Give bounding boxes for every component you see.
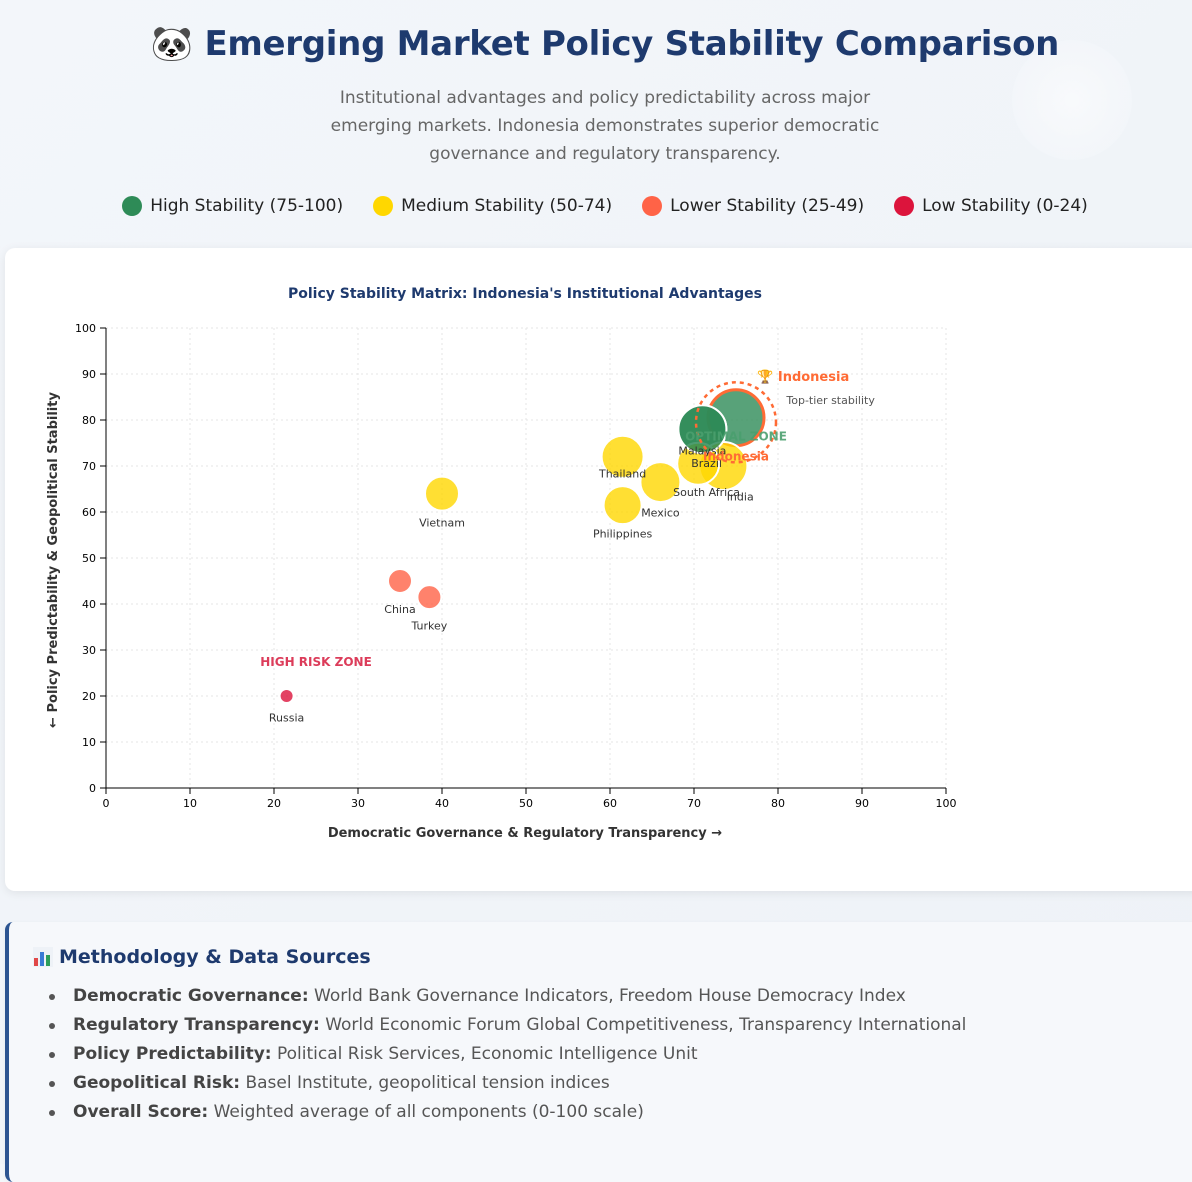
x-tick-label: 10 [183, 797, 197, 810]
list-item-term: Geopolitical Risk: [73, 1073, 241, 1093]
x-tick-label: 0 [103, 797, 110, 810]
list-item-term: Policy Predictability: [73, 1044, 272, 1064]
legend-swatch-high [122, 196, 143, 216]
list-item-text: Weighted average of all components (0-10… [208, 1102, 644, 1122]
legend-swatch-lower [642, 196, 663, 216]
data-point-south-africa [639, 461, 682, 504]
optimal-zone-label: OPTIMAL ZONE [685, 430, 787, 444]
annotations: 🏆 Indonesia Top-tier stability OPTIMAL ZON… [260, 369, 875, 669]
x-tick-label: 100 [936, 797, 957, 810]
data-label-vietnam: Vietnam [419, 517, 465, 530]
data-point-russia [278, 688, 295, 704]
y-tick-label: 30 [82, 644, 96, 657]
data-label-philippines: Philippines [593, 527, 653, 540]
y-tick-label: 0 [89, 782, 96, 795]
indonesia-highlight-ring [694, 381, 778, 464]
x-tick-label: 60 [603, 797, 617, 810]
data-point-turkey [416, 584, 443, 611]
indonesia-callout: 🏆 Indonesia [757, 369, 849, 385]
legend-item-medium: Medium Stability (50-74) [373, 196, 612, 216]
legend-swatch-low [894, 196, 915, 216]
methodology-title: Methodology & Data Sources [59, 946, 371, 968]
list-item-text: Political Risk Services, Economic Intell… [271, 1044, 698, 1064]
data-label-thailand: Thailand [598, 468, 646, 481]
y-tick-label: 50 [82, 552, 96, 565]
legend: High Stability (75-100) Medium Stability… [0, 196, 1192, 216]
data-label-india: India [727, 491, 754, 504]
y-tick-label: 20 [82, 690, 96, 703]
chart-title: Policy Stability Matrix: Indonesia's Ins… [288, 286, 762, 302]
x-tick-label: 50 [519, 797, 533, 810]
list-item: Democratic Governance: World Bank Govern… [41, 982, 966, 1011]
methodology-heading: Methodology & Data Sources [33, 946, 371, 968]
list-item-term: Overall Score: [73, 1102, 209, 1122]
y-tick-label: 40 [82, 598, 96, 611]
methodology-list: Democratic Governance: World Bank Govern… [41, 982, 966, 1127]
data-label-china: China [384, 603, 415, 616]
list-item: Policy Predictability: Political Risk Se… [41, 1040, 966, 1069]
y-tick-label: 60 [82, 506, 96, 519]
data-label-brazil: Brazil [691, 457, 722, 470]
chart-card: Policy Stability Matrix: Indonesia's Ins… [5, 248, 1192, 891]
legend-label-lower: Lower Stability (25-49) [670, 196, 865, 216]
x-tick-label: 20 [267, 797, 281, 810]
data-points [278, 388, 766, 704]
legend-item-high: High Stability (75-100) [122, 196, 343, 216]
list-item-text: World Economic Forum Global Competitiven… [319, 1015, 967, 1035]
legend-swatch-medium [373, 196, 394, 216]
legend-label-low: Low Stability (0-24) [922, 196, 1088, 216]
decorative-glow [1012, 40, 1132, 160]
y-tick-label: 10 [82, 736, 96, 749]
x-tick-label: 40 [435, 797, 449, 810]
legend-item-lower: Lower Stability (25-49) [642, 196, 864, 216]
list-item: Regulatory Transparency: World Economic … [41, 1011, 966, 1040]
x-tick-label: 70 [687, 797, 701, 810]
scatter-chart: Policy Stability Matrix: Indonesia's Ins… [46, 286, 957, 841]
list-item-term: Democratic Governance: [73, 986, 309, 1006]
legend-label-high: High Stability (75-100) [150, 196, 344, 216]
list-item: Geopolitical Risk: Basel Institute, geop… [41, 1069, 966, 1098]
methodology-panel: Methodology & Data Sources Democratic Go… [5, 922, 1192, 1182]
data-point-vietnam [424, 475, 460, 512]
x-tick-label: 90 [855, 797, 869, 810]
y-tick-label: 80 [82, 414, 96, 427]
x-axis-label: Democratic Governance & Regulatory Trans… [328, 826, 722, 841]
indonesia-point-label: Indonesia [703, 449, 769, 463]
list-item-term: Regulatory Transparency: [73, 1015, 320, 1035]
data-point-thailand [600, 434, 645, 479]
indonesia-callout-sub: Top-tier stability [785, 394, 875, 407]
x-tick-label: 30 [351, 797, 365, 810]
legend-label-medium: Medium Stability (50-74) [401, 196, 613, 216]
data-point-philippines [602, 485, 643, 526]
data-point-malaysia-top [677, 404, 728, 455]
list-item: Overall Score: Weighted average of all c… [41, 1098, 966, 1127]
page-subtitle: Institutional advantages and policy pred… [330, 88, 880, 164]
axes: 0 10 20 30 40 50 60 70 80 90 100 0 10 20 30 40 50 60 70 80 9… [75, 322, 957, 810]
legend-item-low: Low Stability (0-24) [894, 196, 1088, 216]
y-tick-label: 70 [82, 460, 96, 473]
data-label-south-africa: South Africa [673, 486, 740, 499]
page-title: 🐼 Emerging Market Policy Stability Compa… [150, 24, 1060, 64]
x-tick-label: 80 [771, 797, 785, 810]
bar-chart-icon [33, 947, 53, 967]
data-point-china [387, 568, 413, 594]
high-risk-zone-label: HIGH RISK ZONE [260, 655, 372, 669]
list-item-text: Basel Institute, geopolitical tension in… [240, 1073, 610, 1093]
y-tick-label: 90 [82, 368, 96, 381]
y-tick-label: 100 [75, 322, 96, 335]
data-label-turkey: Turkey [410, 619, 447, 632]
data-label-malaysia: Malaysia [678, 445, 726, 458]
data-label-russia: Russia [269, 711, 304, 724]
list-item-text: World Bank Governance Indicators, Freedo… [308, 986, 906, 1006]
y-axis-label: ← Policy Predictability & Geopolitical S… [46, 392, 61, 728]
data-label-mexico: Mexico [641, 507, 680, 520]
